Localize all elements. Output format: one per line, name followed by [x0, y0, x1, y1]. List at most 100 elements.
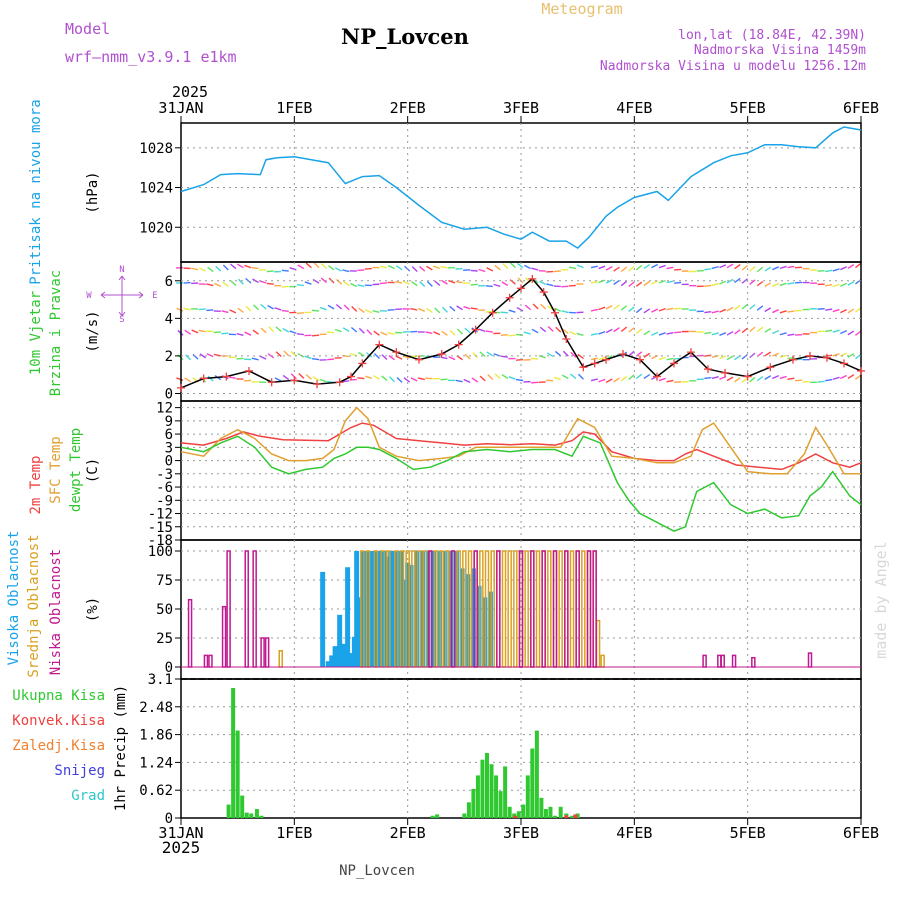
wind-arrow: [268, 326, 275, 333]
wind-arrow: [787, 377, 795, 380]
wind-arrow: [500, 311, 508, 314]
wind-arrow: [395, 265, 403, 271]
wind-arrow: [825, 283, 833, 287]
precip-bar: [254, 809, 259, 818]
wind-arrow: [674, 307, 682, 310]
wind-arrow: [266, 282, 274, 285]
wind-arrow: [267, 304, 275, 310]
cloud-bar: [329, 655, 335, 667]
wind-arrow: [222, 264, 229, 271]
wind-arrow: [562, 350, 569, 357]
bottom-day-label: 31JAN: [158, 824, 203, 842]
wind-arrow: [252, 278, 259, 284]
y-tick-label: 50: [156, 602, 173, 618]
y-tick-label: 1028: [139, 141, 173, 157]
y-tick-label: 3: [165, 440, 173, 456]
wind-arrow: [635, 373, 643, 380]
wind-arrow: [847, 280, 855, 286]
cloud-bar: [226, 550, 231, 668]
wind-speed-point: [505, 293, 514, 302]
cloud-bar: [530, 550, 535, 668]
y-tick-label: -6: [156, 480, 173, 496]
y-tick-label: 0: [165, 811, 173, 827]
bottom-day-label: 6FEB: [843, 824, 879, 842]
wind-arrow: [440, 378, 448, 381]
wind-arrow: [207, 266, 214, 273]
wind-arrow: [620, 280, 628, 287]
cloud-bar: [717, 654, 722, 668]
wind-arrow: [847, 308, 855, 314]
wind-arrow: [568, 266, 577, 270]
wind-arrow: [402, 355, 410, 359]
wind-arrow: [779, 332, 787, 336]
bottom-day-label: 3FEB: [503, 824, 539, 842]
wind-arrow: [832, 329, 840, 333]
wind-arrow: [372, 310, 380, 313]
wind-arrow: [719, 264, 727, 269]
precip-bar: [513, 815, 518, 818]
wind-arrow: [613, 377, 620, 383]
wind-speed-point: [743, 372, 752, 381]
wind-speed-point: [199, 374, 208, 383]
wind-speed-point: [177, 383, 185, 392]
wind-arrow: [532, 303, 539, 310]
wind-speed-point: [579, 363, 588, 372]
cloud-bar: [357, 597, 363, 667]
wind-arrow: [787, 310, 795, 313]
cloud-bar: [496, 550, 501, 668]
wind-arrow: [290, 373, 297, 380]
precip-legend-3: Snijeg: [54, 763, 105, 779]
wind-arrow: [502, 263, 509, 269]
dewpt-label: dewpt Temp: [68, 428, 84, 512]
precip-bar: [235, 730, 240, 818]
wind-arrow: [479, 351, 486, 357]
cloud-bar: [244, 550, 249, 668]
cloud-bar: [419, 551, 425, 667]
wind-arrow: [236, 333, 244, 336]
precip-bar: [498, 791, 503, 818]
wind-arrow: [779, 354, 787, 358]
wind-speed-point: [806, 351, 814, 360]
wind-arrow: [726, 355, 734, 361]
wind-arrow: [628, 265, 635, 272]
wind-arrow: [228, 376, 237, 380]
top-year-label: 2025: [172, 83, 208, 101]
wind-speed-point: [528, 274, 537, 283]
wind-arrow: [643, 373, 651, 380]
y-tick-label: 0.62: [139, 783, 173, 799]
wind-arrow: [441, 306, 448, 313]
cloud-bar: [720, 654, 725, 668]
temp2m-label: 2m Temp: [28, 455, 44, 514]
wind-speed-point: [290, 376, 299, 385]
wind-arrow: [267, 353, 275, 359]
top-day-label: 2FEB: [390, 99, 426, 117]
wind-arrow: [192, 353, 199, 360]
precip-bar: [430, 815, 435, 818]
wind-arrow: [274, 377, 282, 382]
y-axis-label: (hPa): [85, 171, 101, 213]
wind-speed-point: [358, 359, 367, 368]
wind-arrow: [229, 309, 237, 314]
wind-arrow: [590, 308, 598, 312]
wind-arrow: [605, 355, 613, 360]
wind-arrow: [613, 279, 620, 285]
cloud-bar: [436, 551, 442, 667]
wind-arrow: [787, 265, 795, 269]
precip-bar: [539, 797, 544, 818]
wind-speed-point: [670, 359, 678, 368]
wind-arrow: [357, 284, 365, 288]
precip-bar: [485, 752, 489, 818]
wind-arrow: [741, 327, 748, 334]
wind-arrow: [726, 306, 734, 312]
wind-arrow: [319, 306, 327, 311]
wind-arrow: [546, 283, 554, 287]
wind-arrow: [524, 304, 531, 311]
footer-station: NP_Lovcen: [339, 863, 415, 879]
panels: 102810241020(hPa)6420(m/s)129630-3-6-9-1…: [6, 99, 865, 827]
wind-arrow: [635, 328, 643, 334]
pressure-label: Pritisak na nivou mora: [28, 99, 44, 284]
y-tick-label: 4: [165, 311, 173, 327]
wind-arrow: [296, 284, 304, 287]
cloud-bar: [408, 564, 414, 667]
cloud-bar: [751, 656, 756, 668]
